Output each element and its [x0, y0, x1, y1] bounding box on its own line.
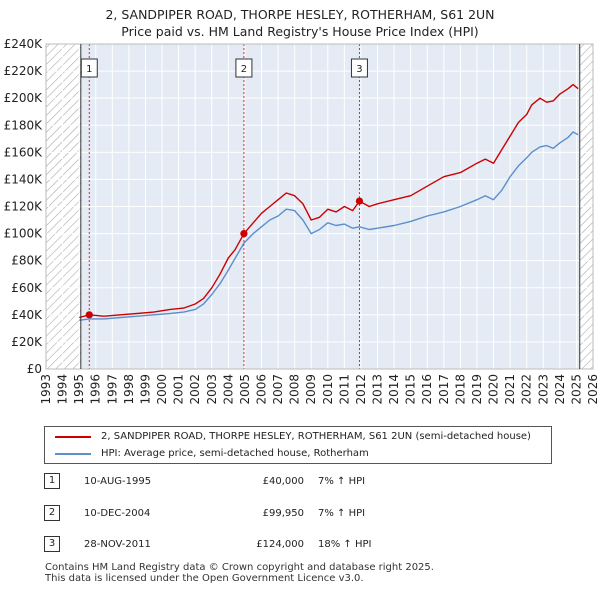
x-tick-label: 1994	[56, 374, 70, 405]
transaction-price: £99,950	[262, 508, 304, 519]
sale-number-box	[235, 58, 253, 78]
x-tick-label: 2020	[487, 374, 501, 405]
transaction-price: £124,000	[256, 539, 304, 550]
x-tick-label: 1999	[138, 374, 152, 405]
chart-legend: 2, SANDPIPER ROAD, THORPE HESLEY, ROTHER…	[44, 426, 552, 464]
transaction-hpi-change: 7% ↑ HPI	[318, 508, 366, 519]
x-tick-label: 2011	[337, 374, 351, 405]
y-tick-label: £0	[27, 362, 42, 376]
plot-frame	[45, 43, 594, 370]
y-tick-label: £220K	[4, 64, 44, 78]
x-tick-label: 2009	[304, 374, 318, 405]
x-tick-label: 2023	[536, 374, 550, 405]
x-tick-label: 2002	[188, 374, 202, 405]
transaction-number-badge: 1	[44, 473, 60, 489]
sale-number-label: 2	[241, 64, 247, 75]
property-price-line	[79, 83, 579, 319]
x-tick-label: 1996	[89, 374, 103, 405]
x-tick-label: 2013	[371, 374, 385, 405]
x-tick-label: 2007	[271, 374, 285, 405]
legend-item-hpi: HPI: Average price, semi-detached house,…	[45, 446, 551, 462]
x-tick-label: 2017	[437, 374, 451, 405]
sale-point	[240, 230, 248, 238]
price-chart: 1 2 3 £0 £20K £40K £60K £80K £100K £120K £140K £16…	[4, 37, 600, 405]
x-tick-label: 2019	[470, 374, 484, 405]
x-tick-label: 2004	[221, 374, 235, 405]
x-tick-label: 2000	[155, 374, 169, 405]
x-tick-label: 1995	[72, 374, 86, 405]
sale-number-label: 3	[356, 64, 362, 75]
x-tick-label: 2006	[254, 374, 268, 405]
transaction-price: £40,000	[262, 476, 304, 487]
footer-line2: This data is licensed under the Open Gov…	[45, 573, 364, 584]
x-tick-label: 2025	[569, 374, 583, 405]
transaction-number-badge: 2	[44, 505, 60, 521]
x-tick-label: 2014	[387, 374, 401, 405]
x-tick-label: 2026	[586, 374, 600, 405]
transaction-date: 10-DEC-2004	[84, 508, 151, 519]
footer-line1: Contains HM Land Registry data © Crown c…	[45, 562, 434, 573]
x-tick-label: 2018	[453, 374, 467, 405]
hpi-line	[79, 131, 579, 321]
x-tick-label: 2008	[288, 374, 302, 405]
x-tick-label: 2015	[404, 374, 418, 405]
y-tick-label: £80K	[11, 254, 43, 268]
y-tick-label: £180K	[4, 118, 44, 132]
legend-swatch-property	[55, 436, 91, 438]
transaction-hpi-change: 18% ↑ HPI	[318, 539, 372, 550]
y-tick-label: £60K	[11, 281, 43, 295]
x-tick-label: 2022	[520, 374, 534, 405]
y-tick-label: £140K	[4, 172, 44, 186]
y-tick-label: £200K	[4, 91, 44, 105]
x-tick-label: 2024	[553, 374, 567, 405]
y-tick-label: £100K	[4, 227, 44, 241]
y-tick-label: £240K	[4, 37, 44, 51]
x-tick-label: 2001	[172, 374, 186, 405]
legend-item-property: 2, SANDPIPER ROAD, THORPE HESLEY, ROTHER…	[45, 429, 551, 445]
legend-swatch-hpi	[55, 453, 91, 455]
chart-title-line2: Price paid vs. HM Land Registry's House …	[121, 24, 479, 39]
sale-number-label: 1	[86, 64, 92, 75]
transaction-hpi-change: 7% ↑ HPI	[318, 476, 366, 487]
x-tick-label: 1998	[122, 374, 136, 405]
y-tick-label: £20K	[11, 335, 43, 349]
transaction-date: 28-NOV-2011	[84, 539, 151, 550]
sale-point	[85, 311, 93, 319]
y-tick-label: £120K	[4, 200, 44, 214]
chart-title: 2, SANDPIPER ROAD, THORPE HESLEY, ROTHER…	[0, 6, 600, 40]
x-tick-label: 2003	[205, 374, 219, 405]
y-tick-label: £40K	[11, 308, 43, 322]
x-tick-label: 1997	[105, 374, 119, 405]
sale-point	[355, 197, 364, 205]
legend-label-property: 2, SANDPIPER ROAD, THORPE HESLEY, ROTHER…	[101, 431, 531, 442]
footer-attribution: Contains HM Land Registry data © Crown c…	[45, 562, 434, 584]
x-tick-label: 2021	[503, 374, 517, 405]
x-tick-label: 2005	[238, 374, 252, 405]
y-tick-label: £160K	[4, 145, 44, 159]
x-tick-label: 2016	[420, 374, 434, 405]
chart-title-line1: 2, SANDPIPER ROAD, THORPE HESLEY, ROTHER…	[105, 7, 495, 22]
legend-label-hpi: HPI: Average price, semi-detached house,…	[101, 448, 369, 459]
x-tick-label: 1993	[39, 374, 53, 405]
transaction-date: 10-AUG-1995	[84, 476, 152, 487]
x-tick-label: 2010	[321, 374, 335, 405]
sale-number-box	[350, 58, 368, 78]
transaction-number-badge: 3	[44, 536, 60, 552]
x-tick-label: 2012	[354, 374, 368, 405]
